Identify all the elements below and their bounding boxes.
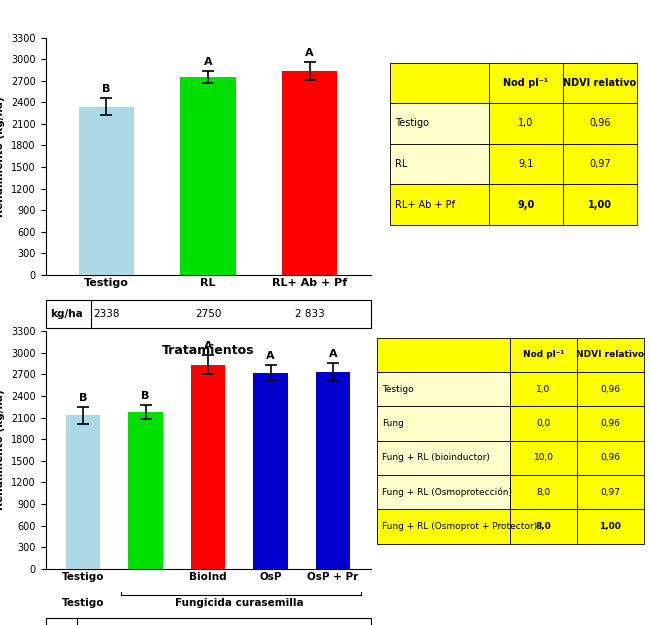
Bar <box>510 372 577 406</box>
Text: 8,0: 8,0 <box>536 522 551 531</box>
Bar <box>563 103 637 144</box>
Bar <box>489 62 563 103</box>
Text: NDVI relativo: NDVI relativo <box>576 350 644 359</box>
Bar <box>316 372 350 569</box>
Bar <box>577 406 644 441</box>
Text: Testigo: Testigo <box>62 598 104 608</box>
Text: Fung: Fung <box>382 419 404 428</box>
Text: Fung + RL (Osmoprot + Protector): Fung + RL (Osmoprot + Protector) <box>382 522 538 531</box>
Bar <box>254 372 288 569</box>
Y-axis label: Rendimiento (kg/ha): Rendimiento (kg/ha) <box>0 389 5 511</box>
Bar <box>66 415 100 569</box>
Text: A: A <box>266 351 275 361</box>
Bar <box>510 509 577 544</box>
Bar <box>390 184 489 225</box>
Text: 0,96: 0,96 <box>600 419 620 428</box>
Bar <box>390 62 489 103</box>
Bar <box>510 338 577 372</box>
Bar <box>577 372 644 406</box>
Bar <box>489 184 563 225</box>
Text: Tratamientos: Tratamientos <box>162 344 254 357</box>
Bar <box>180 77 236 275</box>
Text: 0,97: 0,97 <box>589 159 611 169</box>
Bar <box>281 71 337 275</box>
Text: B: B <box>102 84 110 94</box>
Text: 0,97: 0,97 <box>600 488 620 497</box>
Text: Fung + RL (Osmoprotección): Fung + RL (Osmoprotección) <box>382 488 512 497</box>
Text: B: B <box>79 392 87 402</box>
Text: 8,0: 8,0 <box>536 488 551 497</box>
Text: B: B <box>141 391 150 401</box>
Bar <box>390 103 489 144</box>
Text: Fung + RL (bioinductor): Fung + RL (bioinductor) <box>382 453 490 462</box>
Bar <box>191 364 225 569</box>
Bar <box>377 406 510 441</box>
Bar <box>510 475 577 509</box>
Text: A: A <box>329 349 337 359</box>
Bar <box>577 441 644 475</box>
Bar <box>510 441 577 475</box>
Text: Testigo: Testigo <box>395 119 429 129</box>
Text: 1,0: 1,0 <box>518 119 534 129</box>
Text: 1,00: 1,00 <box>588 200 612 210</box>
Bar <box>563 144 637 184</box>
Bar <box>377 475 510 509</box>
Text: A: A <box>203 58 213 68</box>
Bar <box>489 144 563 184</box>
Text: 0,96: 0,96 <box>600 453 620 462</box>
Text: Testigo: Testigo <box>382 384 414 394</box>
Text: RL: RL <box>395 159 408 169</box>
Text: Nod pl⁻¹: Nod pl⁻¹ <box>523 350 564 359</box>
Text: 9,0: 9,0 <box>517 200 534 210</box>
Text: 0,96: 0,96 <box>589 119 611 129</box>
Bar <box>563 62 637 103</box>
Bar <box>377 338 510 372</box>
Text: 0,0: 0,0 <box>536 419 551 428</box>
Bar <box>377 509 510 544</box>
Text: 9,1: 9,1 <box>518 159 534 169</box>
Bar <box>577 338 644 372</box>
Text: RL+ Ab + Pf: RL+ Ab + Pf <box>395 200 455 210</box>
Bar <box>390 144 489 184</box>
Bar <box>510 406 577 441</box>
Text: NDVI relativo: NDVI relativo <box>564 78 636 88</box>
Text: Fungicida curasemilla: Fungicida curasemilla <box>175 598 304 608</box>
Bar <box>377 372 510 406</box>
Bar <box>577 475 644 509</box>
Text: kg/ha: kg/ha <box>51 309 83 319</box>
Text: 1,0: 1,0 <box>536 384 551 394</box>
Text: 10,0: 10,0 <box>534 453 554 462</box>
Text: 2750: 2750 <box>195 309 221 319</box>
Text: 2 833: 2 833 <box>294 309 324 319</box>
Bar <box>489 103 563 144</box>
Bar <box>377 441 510 475</box>
Text: A: A <box>203 341 213 351</box>
Text: 0,96: 0,96 <box>600 384 620 394</box>
Bar <box>577 509 644 544</box>
Text: Nod pl⁻¹: Nod pl⁻¹ <box>503 78 549 88</box>
Bar <box>563 184 637 225</box>
Text: 2338: 2338 <box>93 309 120 319</box>
Bar <box>79 107 135 275</box>
Text: 1,00: 1,00 <box>599 522 621 531</box>
Y-axis label: Rendimiento (kg/ha): Rendimiento (kg/ha) <box>0 96 5 217</box>
Text: A: A <box>306 48 314 58</box>
Bar <box>128 412 162 569</box>
